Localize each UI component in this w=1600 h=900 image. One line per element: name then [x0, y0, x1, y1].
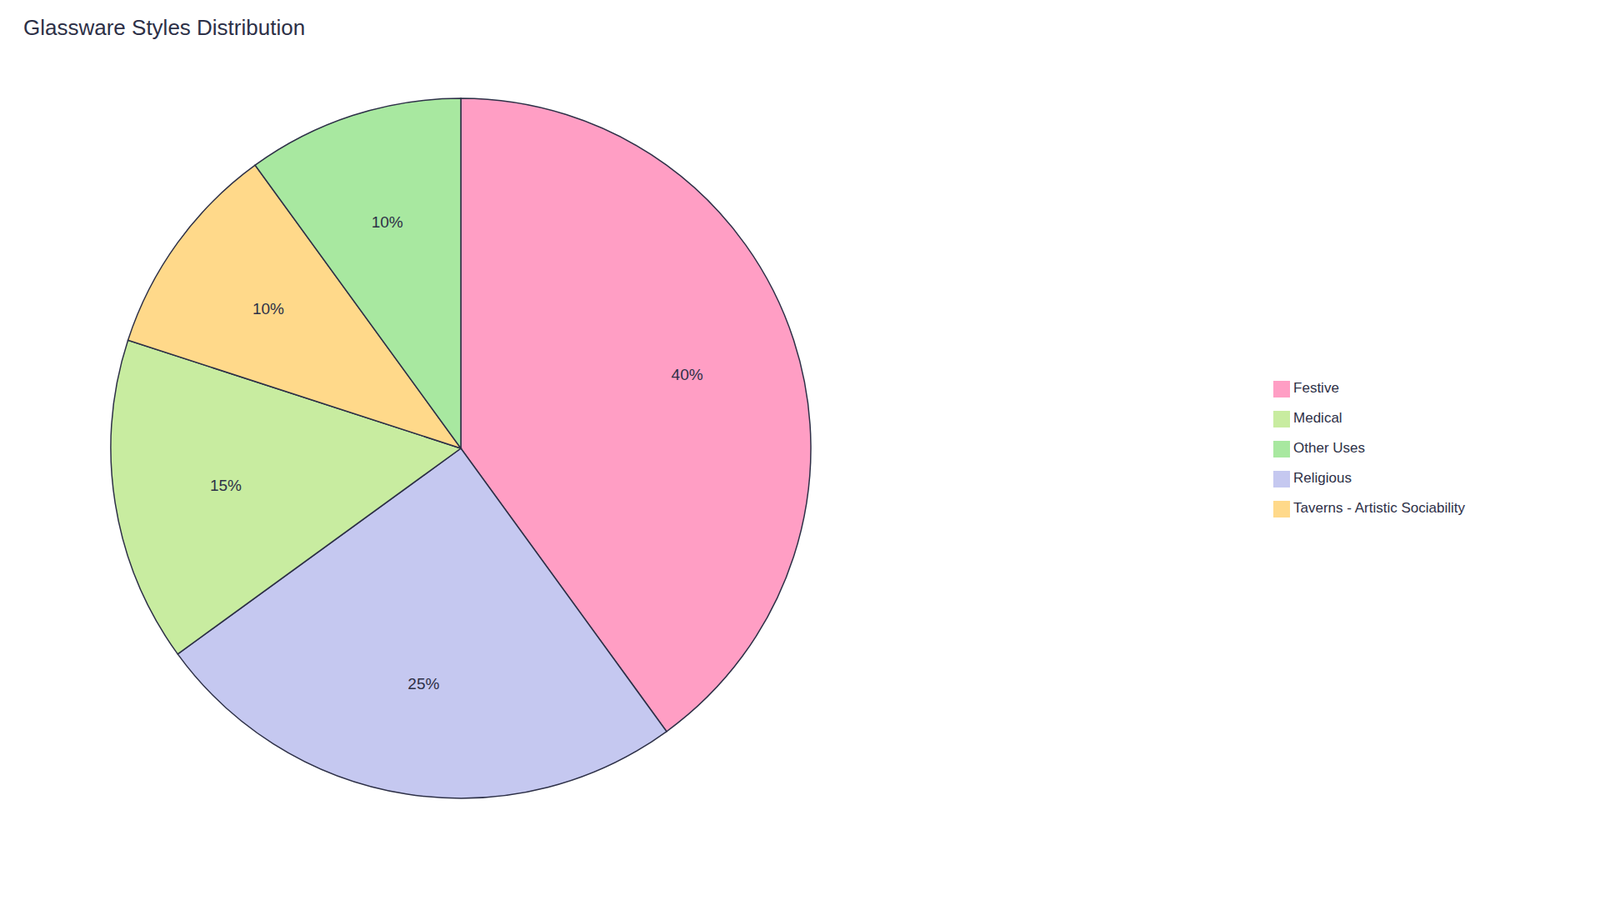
svg-text:40%: 40%: [671, 365, 704, 384]
html-text:Religious: Religious: [1293, 470, 1352, 486]
svg-text:10%: 10%: [371, 213, 404, 231]
svg-text:10%: 10%: [252, 300, 285, 318]
html-text:Festive: Festive: [1293, 380, 1339, 396]
html-text:Other Uses: Other Uses: [1293, 440, 1365, 456]
html-text:Medical: Medical: [1293, 410, 1343, 426]
html-text:Glassware Styles Distribution: Glassware Styles Distribution: [23, 15, 306, 40]
html-text:Taverns - Artistic Sociability: Taverns - Artistic Sociability: [1293, 500, 1465, 516]
svg-text:25%: 25%: [407, 675, 440, 693]
svg-text:15%: 15%: [210, 476, 242, 495]
